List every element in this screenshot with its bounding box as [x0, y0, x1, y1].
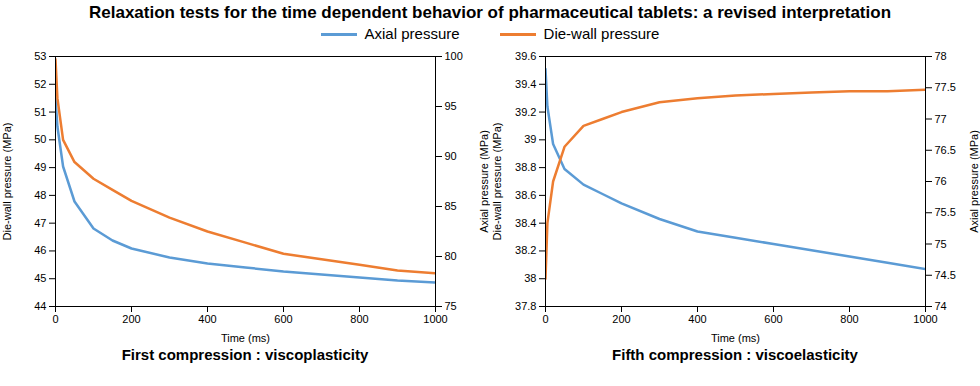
svg-text:Time (ms): Time (ms)	[711, 332, 760, 344]
html-text:Die-wall pressure: Die-wall pressure	[543, 25, 660, 42]
html-text:Fifth compression : viscoelast: Fifth compression : viscoelasticity	[612, 346, 858, 363]
svg-text:200: 200	[612, 313, 630, 325]
svg-text:38.6: 38.6	[515, 189, 536, 201]
svg-text:600: 600	[764, 313, 782, 325]
html-text:Relaxation tests for the time: Relaxation tests for the time dependent …	[89, 3, 891, 22]
html-text:Axial pressure: Axial pressure	[364, 25, 460, 42]
svg-text:400: 400	[198, 313, 216, 325]
svg-text:39.4: 39.4	[515, 78, 536, 90]
svg-text:Axial pressure (MPa): Axial pressure (MPa)	[478, 130, 490, 233]
svg-text:74: 74	[935, 300, 947, 312]
svg-text:77: 77	[935, 113, 947, 125]
svg-text:Axial pressure (MPa): Axial pressure (MPa)	[968, 130, 980, 233]
svg-text:78: 78	[935, 50, 947, 62]
svg-text:49: 49	[34, 161, 46, 173]
svg-text:800: 800	[350, 313, 368, 325]
svg-text:200: 200	[122, 313, 140, 325]
svg-text:47: 47	[34, 217, 46, 229]
svg-text:85: 85	[445, 200, 457, 212]
svg-text:38.2: 38.2	[515, 244, 536, 256]
svg-text:75: 75	[445, 300, 457, 312]
svg-text:52: 52	[34, 78, 46, 90]
svg-text:38.4: 38.4	[515, 217, 536, 229]
svg-text:51: 51	[34, 106, 46, 118]
svg-text:38.8: 38.8	[515, 161, 536, 173]
svg-text:75.5: 75.5	[935, 206, 956, 218]
html-text:First compression : viscoplast: First compression : viscoplasticity	[121, 346, 369, 363]
svg-text:74.5: 74.5	[935, 269, 956, 281]
svg-text:46: 46	[34, 244, 46, 256]
svg-text:76: 76	[935, 175, 947, 187]
svg-text:0: 0	[542, 313, 548, 325]
svg-text:48: 48	[34, 189, 46, 201]
svg-text:80: 80	[445, 250, 457, 262]
svg-text:Die-wall pressure (MPa): Die-wall pressure (MPa)	[1, 123, 13, 241]
svg-text:600: 600	[274, 313, 292, 325]
svg-text:39: 39	[524, 133, 536, 145]
svg-text:95: 95	[445, 100, 457, 112]
svg-text:400: 400	[688, 313, 706, 325]
svg-text:45: 45	[34, 272, 46, 284]
svg-text:Die-wall pressure (MPa): Die-wall pressure (MPa)	[491, 123, 503, 241]
svg-text:53: 53	[34, 50, 46, 62]
svg-text:100: 100	[445, 50, 463, 62]
svg-text:1000: 1000	[913, 313, 937, 325]
svg-text:75: 75	[935, 238, 947, 250]
svg-text:800: 800	[840, 313, 858, 325]
svg-text:50: 50	[34, 133, 46, 145]
svg-text:39.6: 39.6	[515, 50, 536, 62]
svg-text:38: 38	[524, 272, 536, 284]
svg-text:76.5: 76.5	[935, 144, 956, 156]
svg-text:39.2: 39.2	[515, 106, 536, 118]
svg-text:1000: 1000	[423, 313, 447, 325]
svg-text:90: 90	[445, 150, 457, 162]
svg-text:37.8: 37.8	[515, 300, 536, 312]
svg-text:44: 44	[34, 300, 46, 312]
svg-text:0: 0	[52, 313, 58, 325]
svg-text:Time (ms): Time (ms)	[221, 332, 270, 344]
svg-text:77.5: 77.5	[935, 81, 956, 93]
